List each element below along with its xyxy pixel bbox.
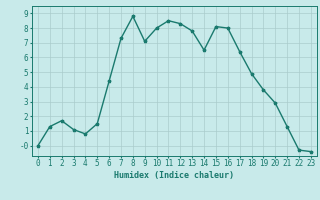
X-axis label: Humidex (Indice chaleur): Humidex (Indice chaleur): [115, 171, 234, 180]
